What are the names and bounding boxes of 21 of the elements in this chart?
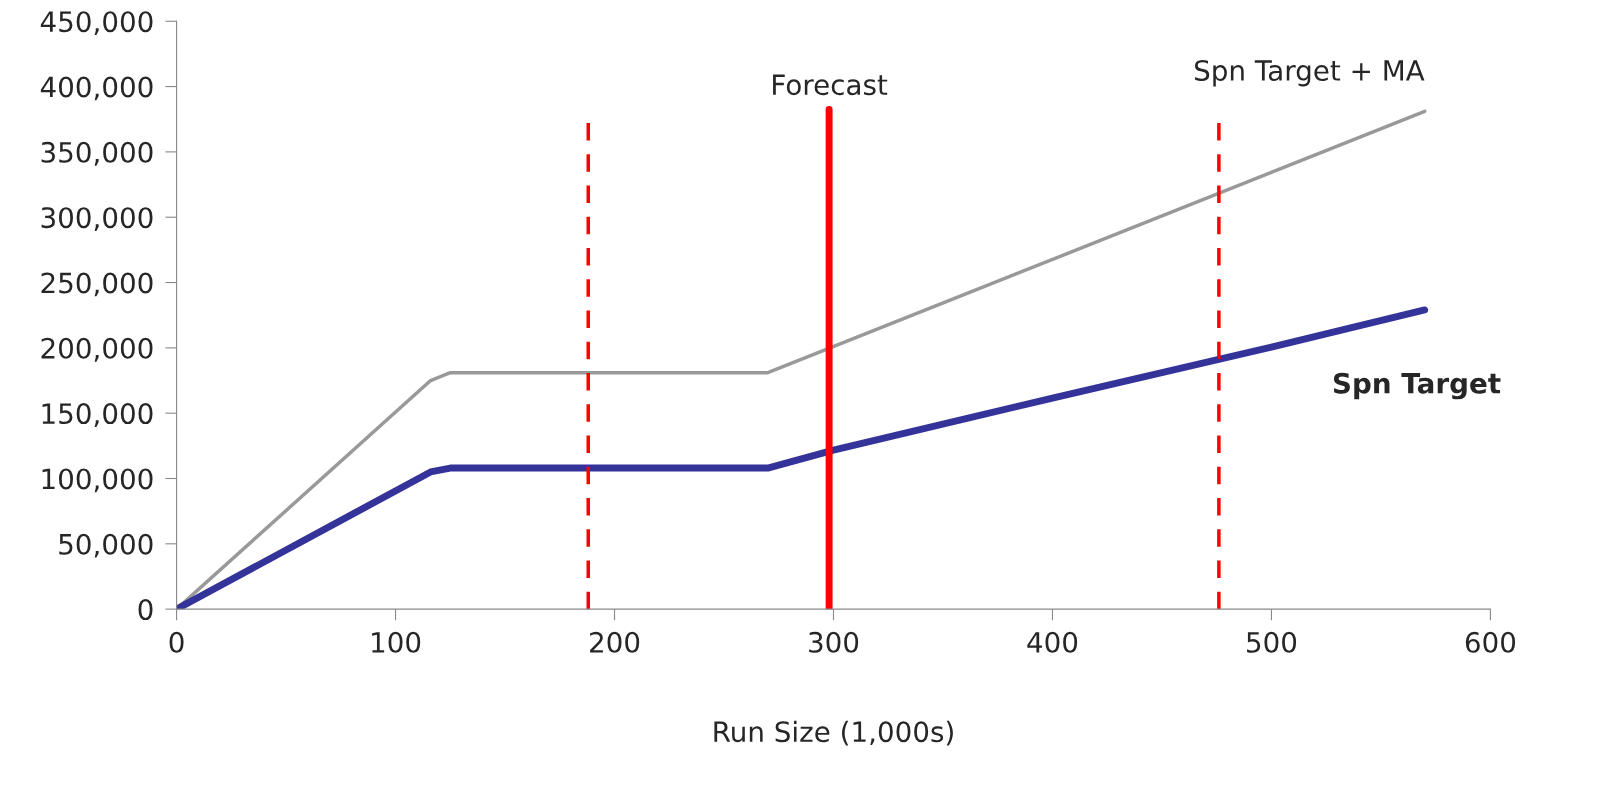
x-tick-label: 600 [1465,631,1516,653]
x-tick-label: 400 [1027,631,1078,653]
y-tick-label: 400,000 [40,76,153,101]
x-tick-label: 500 [1247,631,1297,653]
y-tick-label: 0 [138,599,153,621]
x-tick-label: 300 [809,631,859,653]
series-label: Spn Target + MA [1194,60,1425,87]
y-tick-label: 350,000 [41,141,153,166]
y-tick-label: 200,000 [41,337,153,362]
x-tick-label: 100 [372,631,421,653]
y-tick-label: 450,000 [40,11,153,36]
x-tick-label: 0 [169,631,184,653]
x-axis-title: Run Size (1,000s) [714,720,953,746]
y-tick-label: 100,000 [42,468,153,493]
y-tick-label: 150,000 [42,403,153,427]
ref-line-label: Forecast [773,74,888,96]
series-label: Spn Target [1333,372,1501,400]
y-tick-label: 250,000 [41,272,153,297]
y-tick-label: 300,000 [41,207,153,231]
x-tick-label: 200 [590,631,640,653]
y-tick-label: 50,000 [59,533,153,558]
